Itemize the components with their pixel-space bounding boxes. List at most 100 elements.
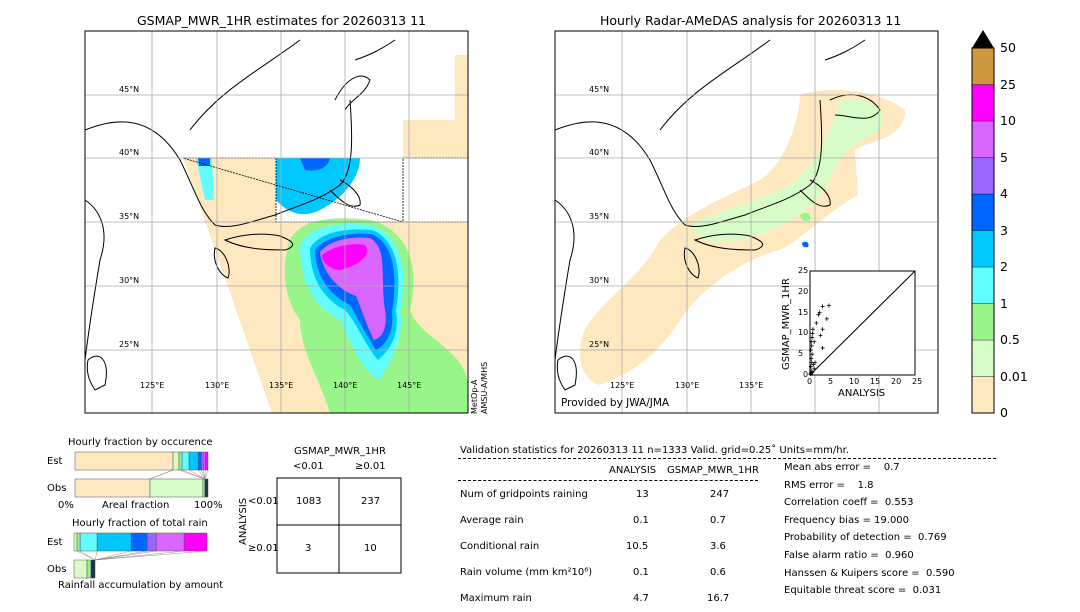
colorbar-label: 50 [1000, 40, 1016, 55]
contingency-col-2: ≥0.01 [355, 461, 386, 472]
observed-swath-top [403, 55, 468, 158]
colorbar-segment [971, 339, 995, 377]
occurrence-title: Hourly fraction by occurence [68, 437, 213, 448]
stats-gsmap-value: 0.7 [710, 515, 726, 526]
lat-label: 45°N [119, 85, 140, 94]
lat-label: 25°N [589, 340, 610, 349]
stats-col-analysis: ANALYSIS [609, 465, 657, 476]
right-map [554, 30, 939, 414]
colorbar-segment [971, 303, 995, 341]
right-map-frame [554, 30, 939, 414]
stats-analysis-value: 0.1 [633, 567, 649, 578]
lon-label: 140°E [333, 381, 358, 390]
lat-label: 30°N [589, 276, 610, 285]
fraction-segment [130, 532, 148, 552]
rain-north-2 [300, 158, 330, 171]
occ-tick-left: 0% [58, 500, 74, 511]
scatter-ytick: 5 [798, 349, 804, 359]
stats-analysis-value: 4.7 [633, 593, 649, 604]
scatter-ytick: 0 [803, 370, 809, 379]
colorbar-segment [971, 230, 995, 268]
scatter-xlabel: ANALYSIS [838, 388, 886, 399]
colorbar-label: 10 [1000, 113, 1016, 128]
stats-analysis-value: 0.1 [633, 515, 649, 526]
scatter-ytick: 10 [798, 328, 809, 338]
scatter-point [810, 335, 815, 340]
fraction-segment [96, 532, 132, 552]
scatter-point [810, 370, 815, 375]
fraction-segment [181, 451, 190, 471]
fraction-segment [74, 451, 174, 471]
fraction-segment [79, 532, 98, 552]
occ-row-obs: Obs [47, 483, 67, 494]
stats-gsmap-value: 0.6 [710, 567, 726, 578]
lon-label: 135°E [739, 381, 764, 390]
occ-xlabel: Areal fraction [102, 500, 170, 511]
stats-col-gsmap: GSMAP_MWR_1HR [667, 465, 759, 476]
score-line: Correlation coeff = 0.553 [784, 497, 914, 509]
rain-row-obs: Obs [47, 564, 67, 575]
fraction-segment [202, 478, 206, 498]
analysis-rain-light [690, 99, 883, 242]
lon-label: 130°E [675, 381, 700, 390]
scatter-point [820, 304, 825, 309]
rain-xlabel: Rainfall accumulation by amount [58, 580, 224, 591]
lat-label: 35°N [589, 212, 610, 221]
scatter-point [814, 321, 819, 325]
colorbar-segment [971, 120, 995, 158]
colorbar-label: 0.01 [1000, 368, 1028, 384]
rain-west [196, 158, 214, 200]
scatter-point [809, 343, 814, 348]
fraction-segment [90, 559, 96, 579]
colorbar-segment [971, 84, 995, 122]
stats-row-label: Num of gridpoints raining [460, 489, 588, 500]
scatter-point [809, 360, 814, 365]
lon-label: 145°E [397, 381, 422, 390]
scatter-point [817, 310, 822, 315]
stats-row-label: Maximum rain [460, 593, 532, 604]
fraction-segment [172, 451, 180, 471]
colorbar-label: 2 [1000, 259, 1008, 274]
fraction-bars [73, 451, 209, 579]
colorbar-segment [971, 376, 995, 414]
contingency-row-1: <0.01 [248, 496, 279, 507]
left-map-title: GSMAP_MWR_1HR estimates for 20260313 11 [137, 13, 426, 28]
scatter-point [808, 348, 813, 353]
rain-row-est: Est [47, 537, 63, 548]
fraction-segment [86, 559, 92, 579]
colorbar-label: 0 [1000, 405, 1008, 420]
stats-divider [458, 458, 996, 459]
scatter-ylabel: GSMAP_MWR_1HR [781, 278, 792, 370]
colorbar-segment [971, 47, 995, 85]
scatter-point [808, 364, 813, 369]
coastline-right [554, 39, 881, 391]
scatter-xtick: 10 [849, 377, 860, 386]
rain-north [276, 158, 360, 215]
rain-magenta [322, 244, 368, 270]
colorbar-label: 3 [1000, 222, 1008, 238]
cell-hit-none: 1083 [296, 496, 322, 507]
fraction-segment [183, 532, 208, 552]
scatter-point [813, 360, 818, 365]
contingency-row-2: ≥0.01 [248, 543, 279, 554]
analysis-rain-green [800, 212, 811, 221]
cell-hit: 10 [364, 543, 377, 554]
colorbar [971, 30, 995, 414]
right-map-title: Hourly Radar-AMeDAS analysis for 2026031… [600, 13, 902, 28]
lat-label: 25°N [119, 340, 140, 349]
fraction-segment [73, 559, 88, 579]
stats-analysis-value: 13 [636, 489, 649, 500]
sensor-label: MetOp-A [470, 379, 479, 414]
scatter-point [810, 327, 815, 332]
scatter-point [820, 345, 825, 350]
fraction-segment [178, 451, 183, 471]
score-line: Mean abs error = 0.7 [784, 462, 900, 473]
left-map [84, 30, 469, 414]
lat-label: 35°N [119, 212, 140, 221]
score-line: RMS error = 1.8 [784, 479, 874, 491]
fraction-segment [204, 478, 209, 498]
colorbar-frame [971, 47, 995, 414]
scatter-point [812, 366, 817, 371]
colorbar-label: 5 [1000, 149, 1008, 165]
sensor-label-2: AMSU-A/MHS [480, 361, 489, 414]
